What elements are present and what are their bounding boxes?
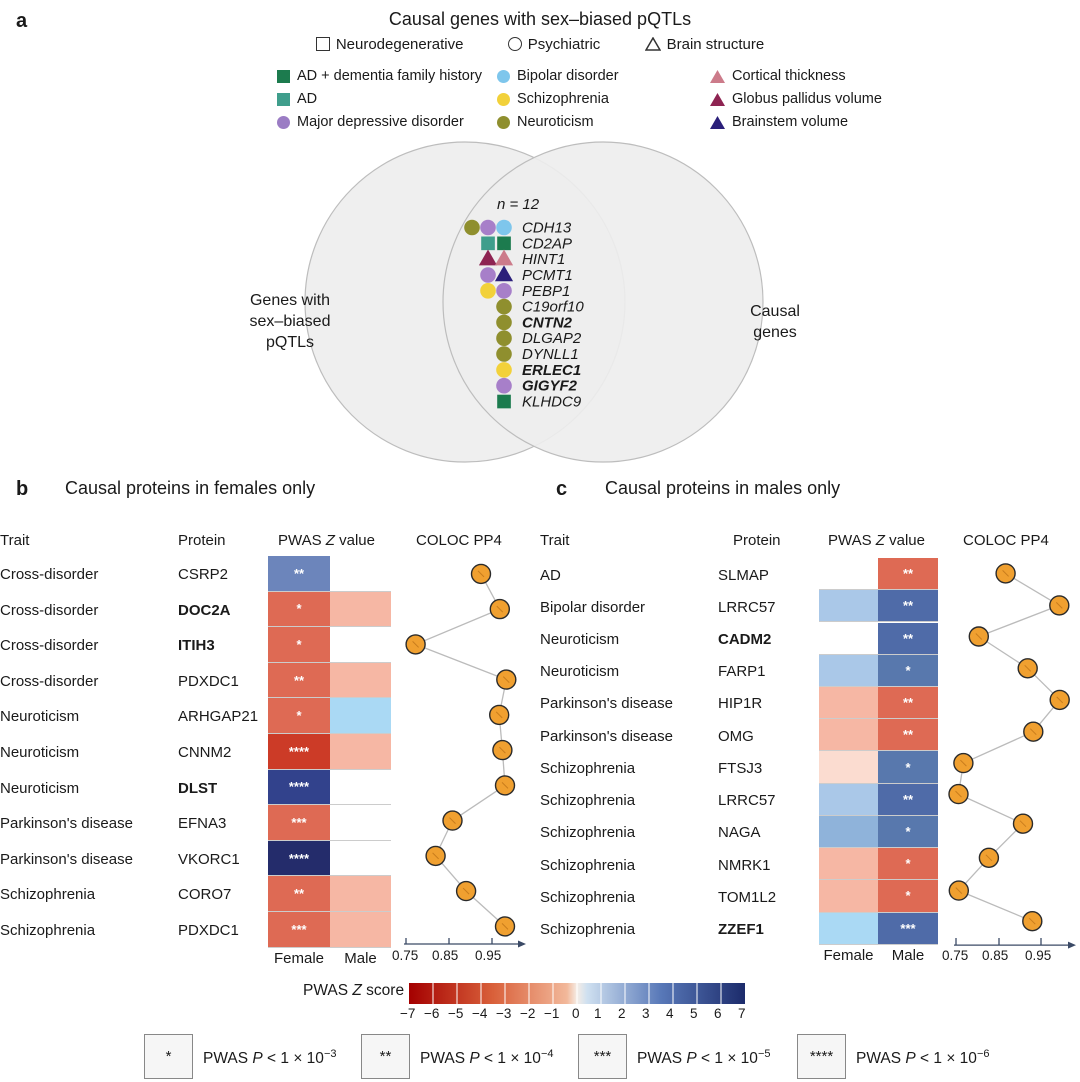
svg-text:DYNLL1: DYNLL1 bbox=[522, 346, 579, 363]
svg-text:PEBP1: PEBP1 bbox=[522, 283, 570, 300]
svg-text:DLGAP2: DLGAP2 bbox=[522, 330, 582, 347]
svg-text:CD2AP: CD2AP bbox=[522, 235, 572, 252]
svg-text:C19orf10: C19orf10 bbox=[522, 299, 584, 316]
svg-text:KLHDC9: KLHDC9 bbox=[522, 394, 582, 411]
svg-text:CNTN2: CNTN2 bbox=[522, 314, 573, 331]
svg-text:CDH13: CDH13 bbox=[522, 220, 572, 237]
svg-text:HINT1: HINT1 bbox=[522, 251, 565, 268]
svg-text:GIGYF2: GIGYF2 bbox=[522, 378, 578, 395]
svg-text:ERLEC1: ERLEC1 bbox=[522, 362, 581, 379]
svg-text:PCMT1: PCMT1 bbox=[522, 267, 573, 284]
